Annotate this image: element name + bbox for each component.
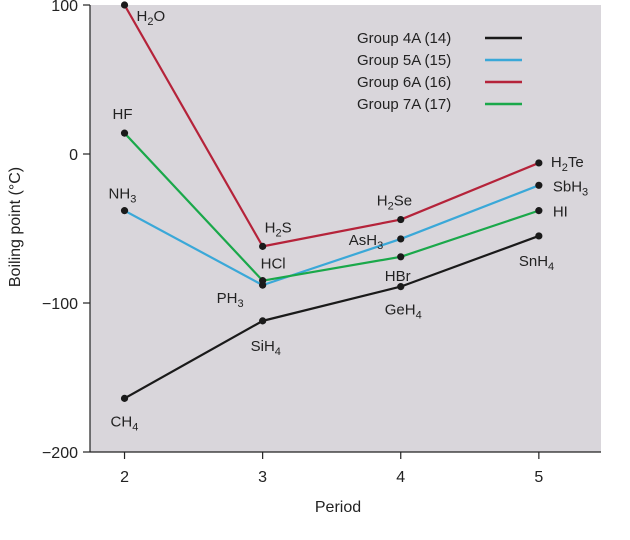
- series-points: [120, 1, 543, 402]
- y-tick-label: −200: [42, 445, 78, 462]
- y-tick-label: 0: [69, 147, 78, 164]
- x-tick-label: 2: [120, 469, 129, 486]
- axes: 100 0 −100 −200 2 3 4 5: [42, 0, 601, 486]
- data-point: [535, 181, 543, 189]
- series-line-4: [123, 132, 540, 282]
- data-point: [535, 207, 543, 215]
- series-line-1: [123, 234, 540, 400]
- point-label: CH4: [111, 413, 139, 433]
- point-label: PH3: [217, 290, 244, 310]
- point-label: SbH3: [553, 178, 588, 198]
- point-label: HI: [553, 204, 568, 221]
- y-tick-label: 100: [51, 0, 78, 15]
- point-label: H2O: [137, 8, 166, 28]
- data-point: [259, 277, 267, 285]
- x-tick-label: 4: [396, 469, 405, 486]
- x-axis-title: Period: [315, 499, 361, 516]
- data-point: [397, 235, 405, 243]
- point-label: HCl: [261, 256, 286, 273]
- point-label: SnH4: [519, 253, 554, 273]
- point-label: SiH4: [251, 338, 281, 358]
- point-label: H2Se: [377, 193, 412, 213]
- data-point: [120, 1, 129, 9]
- data-point: [397, 215, 405, 224]
- point-label: H2Te: [551, 154, 584, 174]
- data-point: [535, 159, 543, 167]
- point-label: GeH4: [385, 302, 422, 322]
- data-point: [120, 207, 129, 215]
- x-tick-label: 3: [258, 469, 267, 486]
- legend-label: Group 7A (17): [357, 96, 451, 113]
- legend-label: Group 4A (14): [357, 30, 451, 47]
- y-tick-label: −100: [42, 296, 78, 313]
- data-point: [120, 394, 129, 402]
- point-labels: CH4 SiH4 GeH4 SnH4 NH3 PH3 AsH3 SbH3 H2O H2S H2Se H…: [109, 8, 589, 433]
- data-point: [120, 129, 129, 137]
- legend-label: Group 6A (16): [357, 74, 451, 91]
- data-point: [535, 232, 543, 240]
- y-axis-title: Boiling point (°C): [7, 167, 24, 287]
- x-tick-label: 5: [534, 469, 543, 486]
- point-label: NH3: [109, 186, 137, 206]
- data-point: [259, 242, 267, 250]
- legend-label: Group 5A (15): [357, 52, 451, 69]
- point-label: H2S: [265, 219, 292, 239]
- data-point: [397, 283, 405, 291]
- series-lines: [123, 4, 540, 400]
- legend: Group 4A (14) Group 5A (15) Group 6A (16) G…: [357, 30, 522, 113]
- plot-background: [90, 5, 601, 452]
- point-label: HF: [113, 106, 133, 123]
- series-line-3: [123, 4, 540, 248]
- series-line-2: [124, 184, 540, 287]
- data-point: [259, 317, 267, 325]
- point-label: AsH3: [349, 232, 383, 252]
- point-label: HBr: [385, 268, 411, 285]
- data-point: [397, 253, 405, 261]
